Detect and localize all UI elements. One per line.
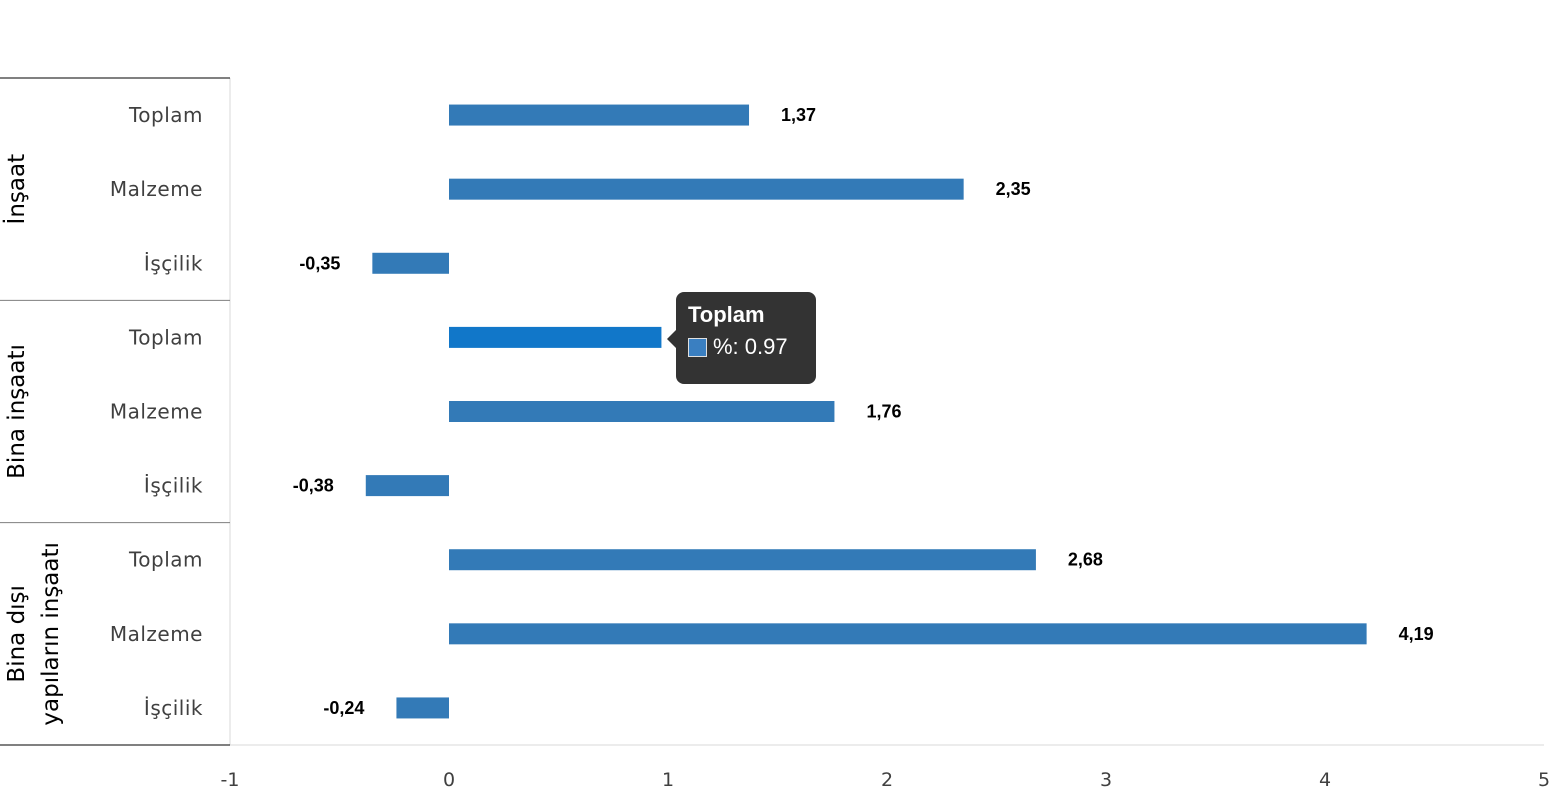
category-label: Toplam: [128, 103, 203, 127]
chart-tooltip: Toplam %: 0.97: [667, 292, 816, 384]
chart-axes: [0, 77, 1544, 746]
x-tick-label: 3: [1100, 769, 1112, 791]
group-label-line: yapıların inşaatı: [38, 542, 64, 725]
group-label: İnşaat: [2, 154, 30, 225]
data-label: -0,24: [323, 698, 364, 718]
data-label: 1,37: [781, 105, 816, 125]
group-label-line: Bina dışı: [4, 585, 30, 683]
category-label: İşçilik: [144, 696, 203, 720]
tooltip-value-row: %: 0.97: [688, 334, 804, 360]
bar: [449, 401, 835, 422]
bar: [396, 697, 449, 719]
bar: [372, 252, 449, 274]
data-label: 2,68: [1068, 550, 1103, 570]
category-label: Malzeme: [110, 177, 203, 201]
bar: [449, 623, 1367, 645]
bar-series: [365, 104, 1367, 719]
x-tick-label: 2: [881, 769, 893, 791]
group-label: Bina dışı yapıların inşaatı: [4, 542, 64, 725]
bar: [449, 326, 662, 348]
x-tick-label: 4: [1319, 769, 1331, 791]
category-label: Toplam: [128, 548, 203, 572]
category-label: Malzeme: [110, 400, 203, 424]
group-label: Bina inşaatı: [4, 344, 30, 479]
category-label: İşçilik: [144, 474, 203, 498]
bar: [365, 475, 449, 497]
tooltip-value: %: 0.97: [713, 334, 788, 359]
tooltip-series-swatch: [688, 337, 707, 357]
data-label: -0,35: [299, 253, 340, 273]
tooltip-title: Toplam: [688, 302, 765, 327]
chart-labels: -1 0 1 2 3 4 5 İnşaat Toplam 1,37 Malzeme 2,35 İşçil…: [2, 103, 1550, 791]
data-label: 1,76: [866, 402, 901, 422]
x-tick-label: 5: [1538, 769, 1550, 791]
data-label: 2,35: [996, 179, 1031, 199]
bar: [449, 104, 750, 126]
data-label: -0,38: [293, 476, 334, 496]
x-tick-label: -1: [221, 769, 240, 791]
category-label: Toplam: [128, 325, 203, 349]
data-label: 4,19: [1399, 624, 1434, 644]
x-tick-label: 1: [662, 769, 674, 791]
bar: [449, 549, 1036, 571]
category-label: Malzeme: [110, 622, 203, 646]
bar: [449, 178, 964, 200]
x-tick-label: 0: [443, 769, 455, 791]
category-label: İşçilik: [144, 251, 203, 275]
